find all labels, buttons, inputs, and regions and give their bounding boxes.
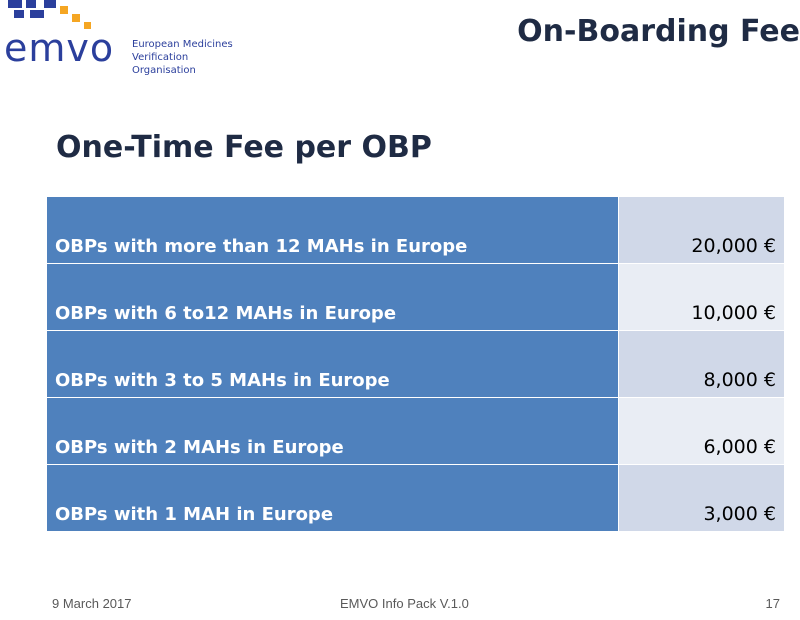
fee-amount: 10,000 €: [618, 263, 785, 331]
fee-table: OBPs with more than 12 MAHs in Europe 20…: [46, 196, 785, 532]
table-row: OBPs with 2 MAHs in Europe 6,000 €: [46, 397, 785, 465]
fee-tier-label: OBPs with 1 MAH in Europe: [46, 464, 619, 532]
table-row: OBPs with 3 to 5 MAHs in Europe 8,000 €: [46, 330, 785, 398]
fee-tier-label: OBPs with 3 to 5 MAHs in Europe: [46, 330, 619, 398]
logo-wordmark: emvo: [4, 26, 115, 70]
fee-amount: 6,000 €: [618, 397, 785, 465]
slide-header-title: On-Boarding Fee: [517, 14, 800, 49]
table-row: OBPs with 6 to12 MAHs in Europe 10,000 €: [46, 263, 785, 331]
emvo-logo: emvo European Medicines Verification Org…: [0, 0, 240, 76]
fee-amount: 3,000 €: [618, 464, 785, 532]
logo-org-name: European Medicines Verification Organisa…: [132, 38, 240, 77]
logo-org-line1: European Medicines: [132, 39, 233, 50]
fee-tier-label: OBPs with 6 to12 MAHs in Europe: [46, 263, 619, 331]
table-row: OBPs with more than 12 MAHs in Europe 20…: [46, 196, 785, 264]
logo-org-line2: Verification Organisation: [132, 52, 196, 76]
fee-tier-label: OBPs with more than 12 MAHs in Europe: [46, 196, 619, 264]
table-row: OBPs with 1 MAH in Europe 3,000 €: [46, 464, 785, 532]
footer-page-number: 17: [765, 596, 780, 611]
fee-amount: 8,000 €: [618, 330, 785, 398]
fee-amount: 20,000 €: [618, 196, 785, 264]
footer-date: 9 March 2017: [52, 596, 132, 611]
footer-doc-title: EMVO Info Pack V.1.0: [340, 596, 469, 611]
fee-tier-label: OBPs with 2 MAHs in Europe: [46, 397, 619, 465]
page-title: One-Time Fee per OBP: [56, 130, 432, 165]
